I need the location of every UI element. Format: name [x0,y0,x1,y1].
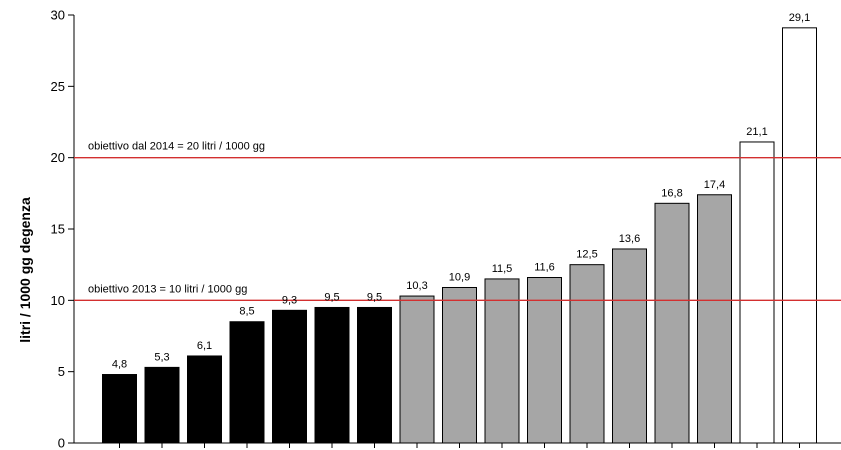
bar [612,248,647,444]
bar [569,264,605,444]
data-label: 9,5 [367,291,382,303]
y-tick-label: 15 [51,222,65,237]
y-tick-label: 10 [51,293,65,308]
data-label: 16,8 [661,187,682,199]
data-label: 13,6 [619,233,640,245]
bar [442,286,477,444]
y-tick-label: 5 [58,364,65,379]
bar [399,295,435,444]
y-tick-label: 0 [58,436,65,450]
data-label: 5,3 [154,351,169,363]
data-label: 9,5 [324,291,339,303]
reference-lines: obiettivo dal 2014 = 20 litri / 1000 gg o… [74,141,841,301]
bar [272,309,307,444]
bar [314,306,350,444]
bar [527,277,562,444]
data-label: 4,8 [112,359,127,371]
data-label: 11,5 [492,263,513,275]
bar [229,321,265,444]
data-label: 9,3 [282,294,297,306]
bar [187,355,222,444]
data-label: 10,9 [449,271,470,283]
bar [102,374,137,444]
data-label: 12,5 [576,249,597,261]
bar [697,194,732,444]
bar [484,278,520,444]
data-label: 6,1 [197,340,212,352]
y-axis-label: litri / 1000 gg degenza [17,197,33,343]
x-axis [74,442,841,448]
bar-series [102,27,817,444]
y-axis: 0 5 10 15 20 25 30 [51,8,75,450]
value-labels: 4,8 5,3 6,1 8,5 9,3 9,5 9,5 10,3 10,9 11,5 11,6 12,… [112,12,810,371]
bar [144,366,180,444]
data-label: 8,5 [239,306,254,318]
bar [654,202,690,444]
bar [782,27,817,444]
bar [357,306,392,444]
bar [739,141,775,444]
reference-line-label: obiettivo 2013 = 10 litri / 1000 gg [88,283,247,295]
data-label: 11,6 [534,262,555,274]
data-label: 29,1 [789,12,810,24]
data-label: 21,1 [746,126,767,138]
y-tick-label: 30 [51,8,65,23]
y-tick-label: 25 [51,79,65,94]
reference-line-label: obiettivo dal 2014 = 20 litri / 1000 gg [88,141,265,153]
data-label: 17,4 [704,179,725,191]
data-label: 10,3 [406,280,427,292]
y-tick-label: 20 [51,150,65,165]
